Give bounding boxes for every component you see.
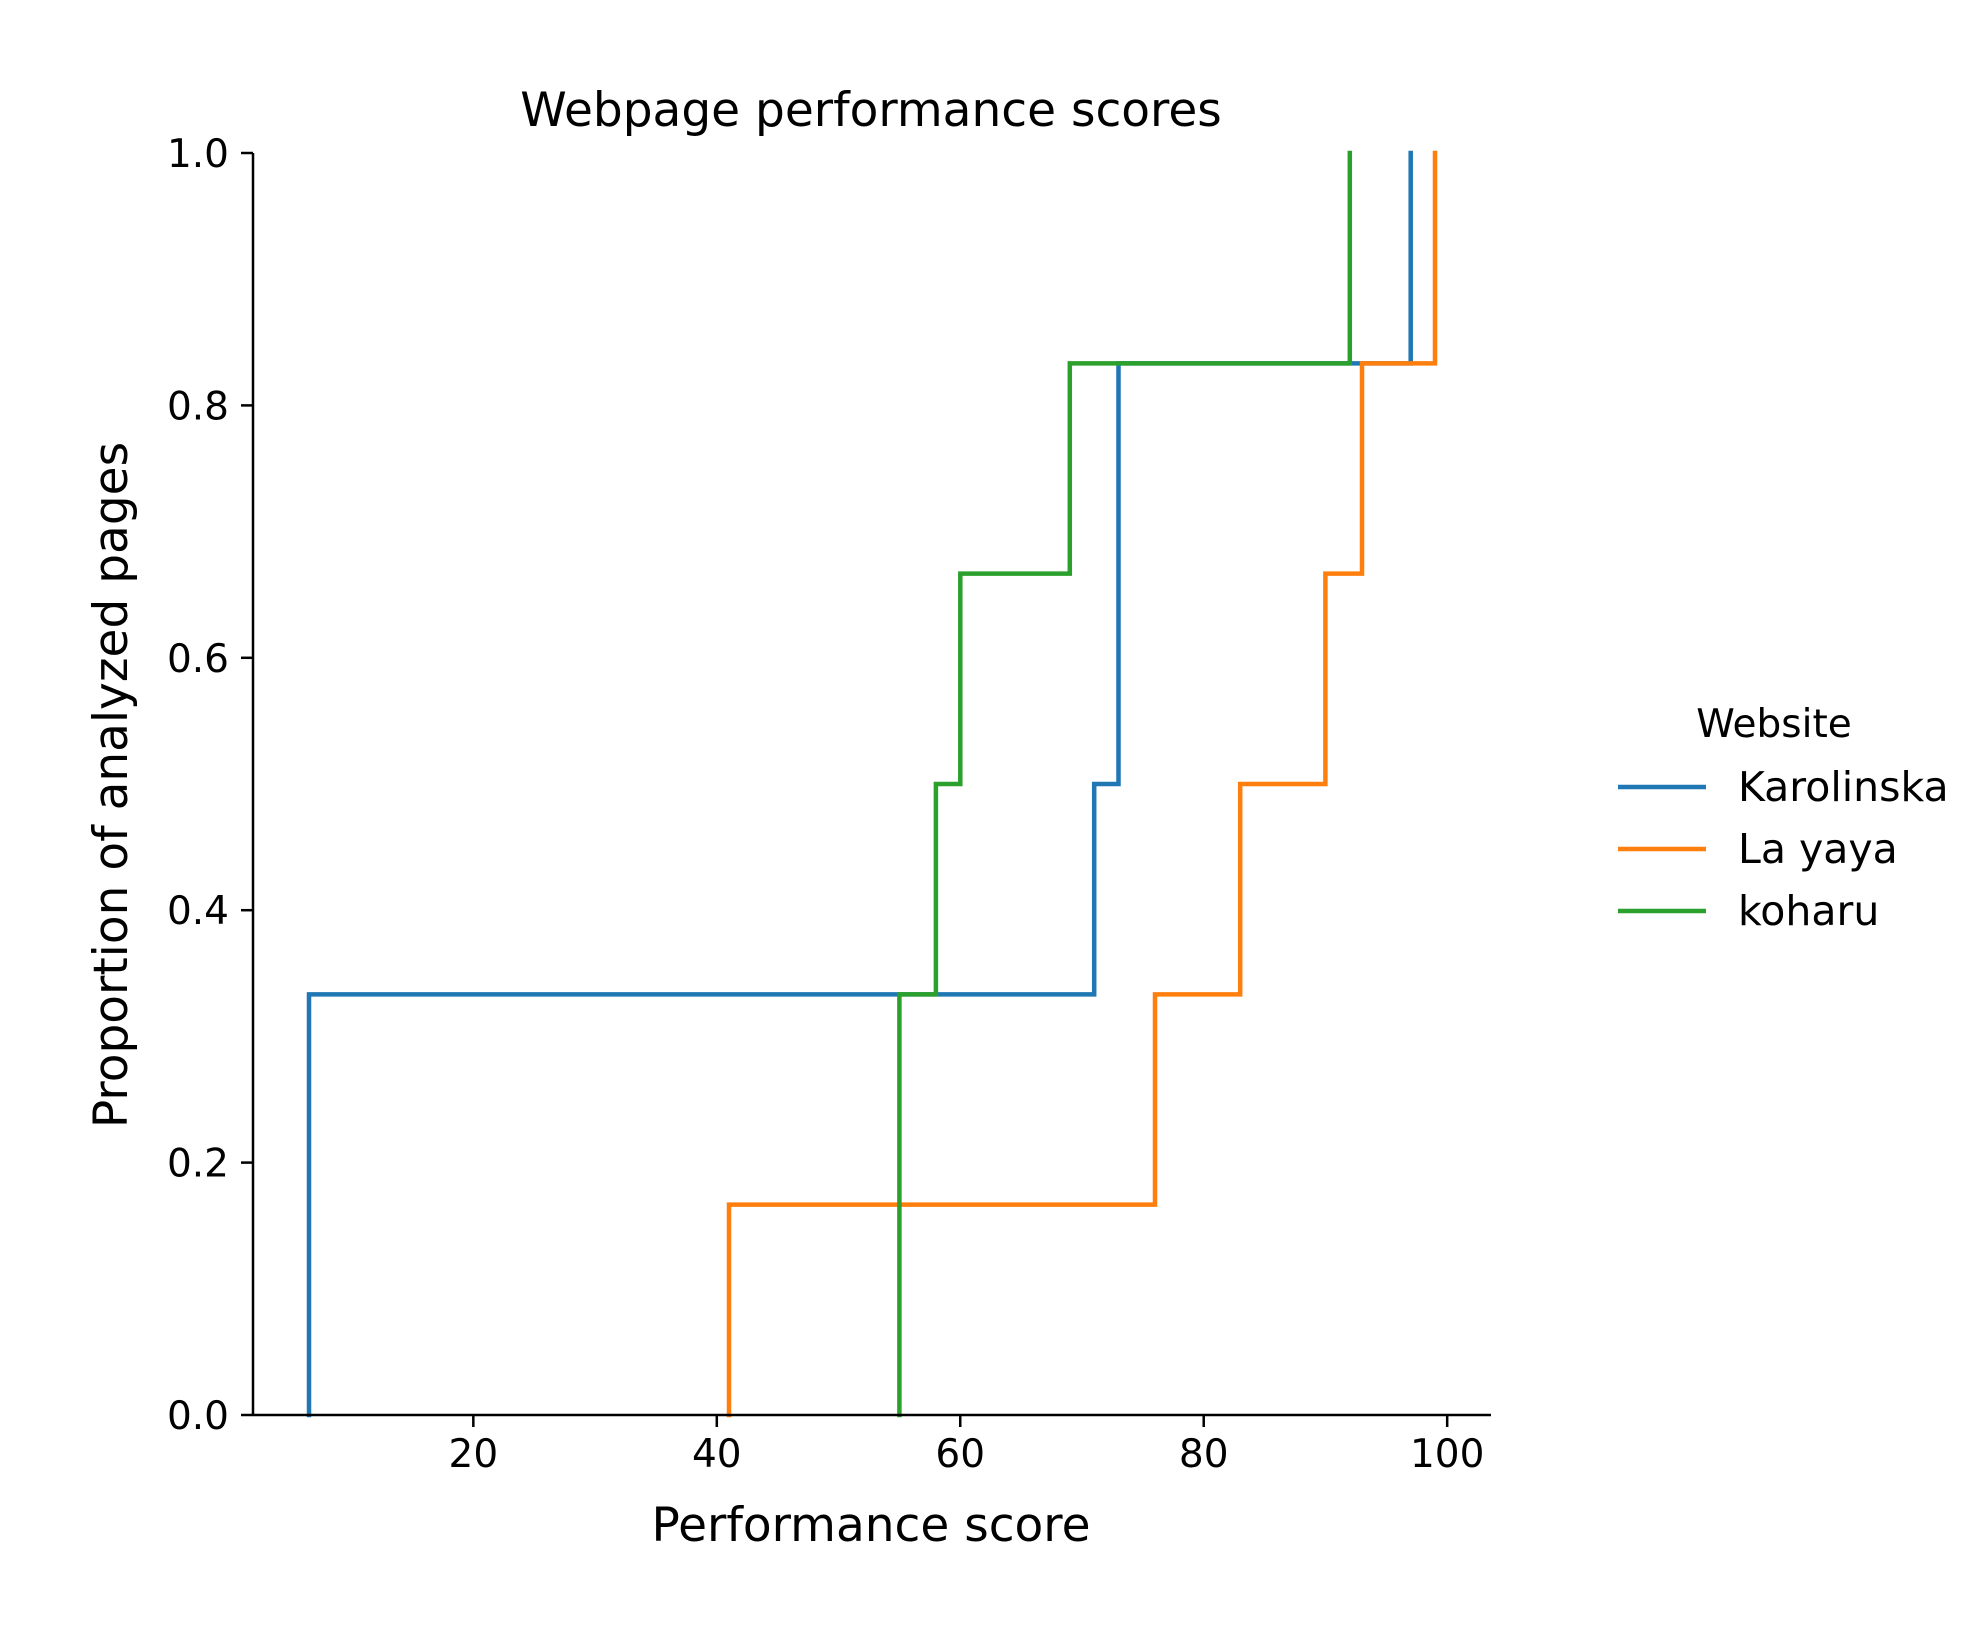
legend-title: Website xyxy=(1696,702,1851,747)
y-axis-label: Proportion of analyzed pages xyxy=(84,442,139,1128)
x-tick-label: 40 xyxy=(692,1432,742,1477)
legend-label-karolinska: Karolinska xyxy=(1738,763,1949,811)
series-layer xyxy=(306,150,1438,1418)
chart-title: Webpage performance scores xyxy=(520,83,1222,138)
legend-label-la-yaya: La yaya xyxy=(1738,825,1898,873)
y-tick-label: 0.2 xyxy=(167,1142,229,1187)
x-tick-label: 20 xyxy=(449,1432,499,1477)
series-line-koharu xyxy=(897,150,1353,1418)
x-axis-label: Performance score xyxy=(651,1498,1090,1553)
y-tick-label: 0.4 xyxy=(167,889,229,934)
axes-layer: 20 40 60 80 100 0.0 0.2 0.4 0.6 0.8 1.0 xyxy=(167,132,1491,1477)
y-tick-label: 0.8 xyxy=(167,384,229,429)
y-tick-label: 1.0 xyxy=(167,132,229,177)
x-tick-label: 60 xyxy=(935,1432,985,1477)
y-tick-label: 0.0 xyxy=(167,1394,229,1439)
x-tick-label: 80 xyxy=(1179,1432,1229,1477)
series-line-la-yaya xyxy=(726,150,1438,1418)
legend: Website Karolinska La yaya koharu xyxy=(1618,702,1949,935)
y-tick-label: 0.6 xyxy=(167,637,229,682)
legend-label-koharu: koharu xyxy=(1738,887,1879,935)
x-tick-label: 100 xyxy=(1410,1432,1484,1477)
